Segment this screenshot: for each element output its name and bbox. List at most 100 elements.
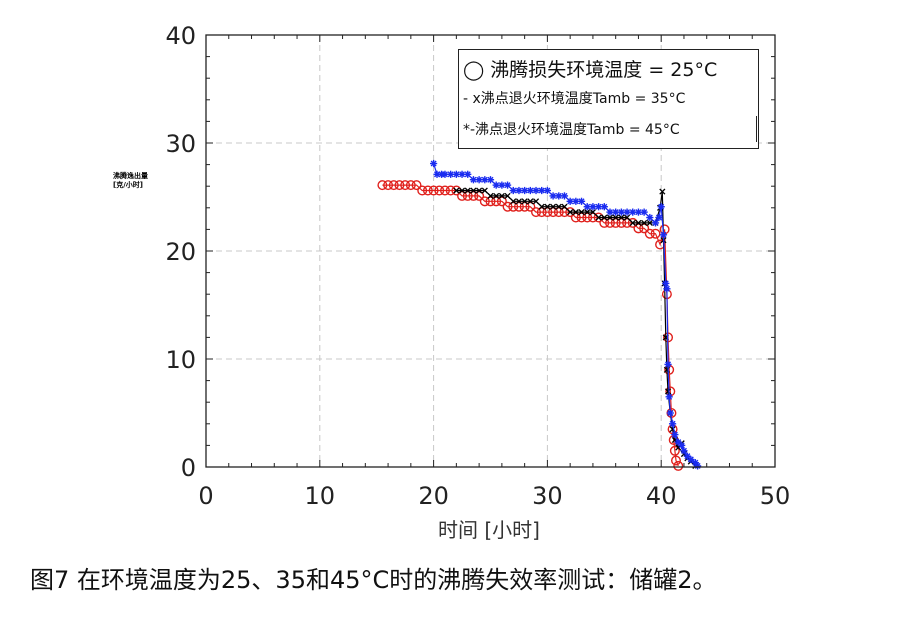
data-point-star-stroke <box>692 459 699 466</box>
data-point-circle <box>400 180 411 191</box>
data-point-x-stroke <box>584 209 591 216</box>
data-point-star-stroke <box>538 187 545 194</box>
data-point-circle <box>491 196 502 207</box>
data-point-star-stroke <box>433 171 441 178</box>
data-point-circle <box>548 207 559 218</box>
data-point-x-stroke <box>521 198 528 205</box>
data-point-x-stroke <box>624 214 631 221</box>
data-point-circle <box>502 201 513 212</box>
data-point-star <box>600 203 608 211</box>
data-point-star-stroke <box>572 198 579 205</box>
data-point-star-stroke <box>687 456 694 463</box>
data-point-circle <box>377 180 388 191</box>
data-point-x-stroke <box>561 203 568 210</box>
y-tick-label: 0 <box>181 454 196 482</box>
legend-cursor-line <box>756 116 757 142</box>
data-point-star <box>595 203 603 211</box>
data-point-star-stroke <box>667 409 674 417</box>
data-point-x <box>601 214 608 221</box>
data-point-circle <box>525 201 536 212</box>
data-point-x <box>561 203 568 210</box>
data-point-star-stroke <box>544 187 551 194</box>
series-line-star <box>433 163 699 467</box>
data-point-star-stroke <box>680 447 687 454</box>
data-point-star <box>538 186 546 195</box>
data-point-star-stroke <box>521 187 528 194</box>
data-point-circle <box>576 212 587 223</box>
data-point-star <box>662 279 670 287</box>
data-point-x <box>538 203 545 210</box>
data-point-x <box>515 198 523 205</box>
data-point-x-stroke <box>481 187 488 194</box>
data-point-star-stroke <box>589 203 596 210</box>
legend: ◯ 沸腾损失环境温度 = 25°C - x沸点退火环境温度Tamb = 35°C… <box>458 49 759 149</box>
data-point-x <box>470 187 477 194</box>
data-point-star-stroke <box>618 209 625 216</box>
data-point-star-stroke <box>459 171 466 178</box>
data-point-x <box>498 192 505 199</box>
data-point-x-stroke <box>635 219 642 226</box>
data-point-circle <box>513 201 524 212</box>
data-point-x <box>504 192 511 199</box>
data-point-x-stroke <box>659 188 666 195</box>
data-point-x <box>453 187 460 194</box>
data-point-star-stroke <box>671 431 678 438</box>
data-point-x-stroke <box>669 426 676 433</box>
data-point-circle <box>542 207 553 218</box>
data-point-x-stroke <box>510 198 517 205</box>
data-point-circle <box>383 180 394 191</box>
data-point-star-stroke <box>498 182 505 189</box>
data-point-x <box>493 192 500 199</box>
data-point-x-stroke <box>470 187 477 194</box>
data-point-star-stroke <box>660 231 667 238</box>
data-point-x-stroke <box>453 187 460 194</box>
data-point-x <box>567 209 574 216</box>
data-point-x-stroke <box>498 192 505 199</box>
data-point-x <box>664 388 672 395</box>
legend-entry-25c: ◯ 沸腾损失环境温度 = 25°C <box>463 59 718 81</box>
data-point-star <box>659 231 668 239</box>
data-point-circle <box>559 207 570 218</box>
data-point-star <box>671 431 679 439</box>
data-point-x <box>659 188 666 195</box>
legend-entry-35c: - x沸点退火环境温度Tamb = 35°C <box>463 91 686 107</box>
data-point-x-stroke <box>629 219 636 226</box>
data-point-x <box>521 198 528 205</box>
data-point-x-stroke <box>493 192 500 199</box>
data-point-circle <box>599 217 610 228</box>
data-point-star <box>498 181 506 189</box>
data-point-x <box>629 219 636 226</box>
data-point-star <box>640 208 648 216</box>
x-axis-title: 时间 [小时] <box>438 518 540 542</box>
data-point-star-stroke <box>487 176 494 183</box>
x-tick-label: 20 <box>418 482 449 510</box>
x-tick-label: 10 <box>305 482 336 510</box>
data-point-x-stroke <box>538 203 545 210</box>
data-point-circle <box>650 228 661 239</box>
data-point-star-stroke <box>550 192 557 199</box>
data-point-star <box>521 186 529 195</box>
data-point-star <box>433 170 441 178</box>
data-point-star-stroke <box>510 187 517 194</box>
y-tick-label: 10 <box>165 346 196 374</box>
data-point-x <box>532 198 540 205</box>
data-point-star <box>430 159 438 168</box>
data-point-circle <box>457 190 468 201</box>
data-point-circle <box>610 217 621 228</box>
data-point-star-stroke <box>662 280 669 287</box>
data-point-x-stroke <box>515 198 523 205</box>
data-point-x-stroke <box>618 214 625 221</box>
data-point-star <box>668 420 677 428</box>
data-point-x-stroke <box>550 203 557 210</box>
figure-caption: 图7 在环境温度为25、35和45°C时的沸腾失效率测试：储罐2。 <box>30 566 717 594</box>
data-point-star <box>606 208 614 216</box>
data-point-star-stroke <box>430 160 437 167</box>
data-point-star-stroke <box>629 209 636 216</box>
data-point-x <box>618 214 625 221</box>
data-point-circle <box>616 217 627 228</box>
data-point-x <box>635 219 642 226</box>
data-point-star <box>646 213 654 222</box>
data-point-star-stroke <box>684 453 691 460</box>
data-point-x-stroke <box>464 187 471 194</box>
data-point-star-stroke <box>493 182 500 189</box>
